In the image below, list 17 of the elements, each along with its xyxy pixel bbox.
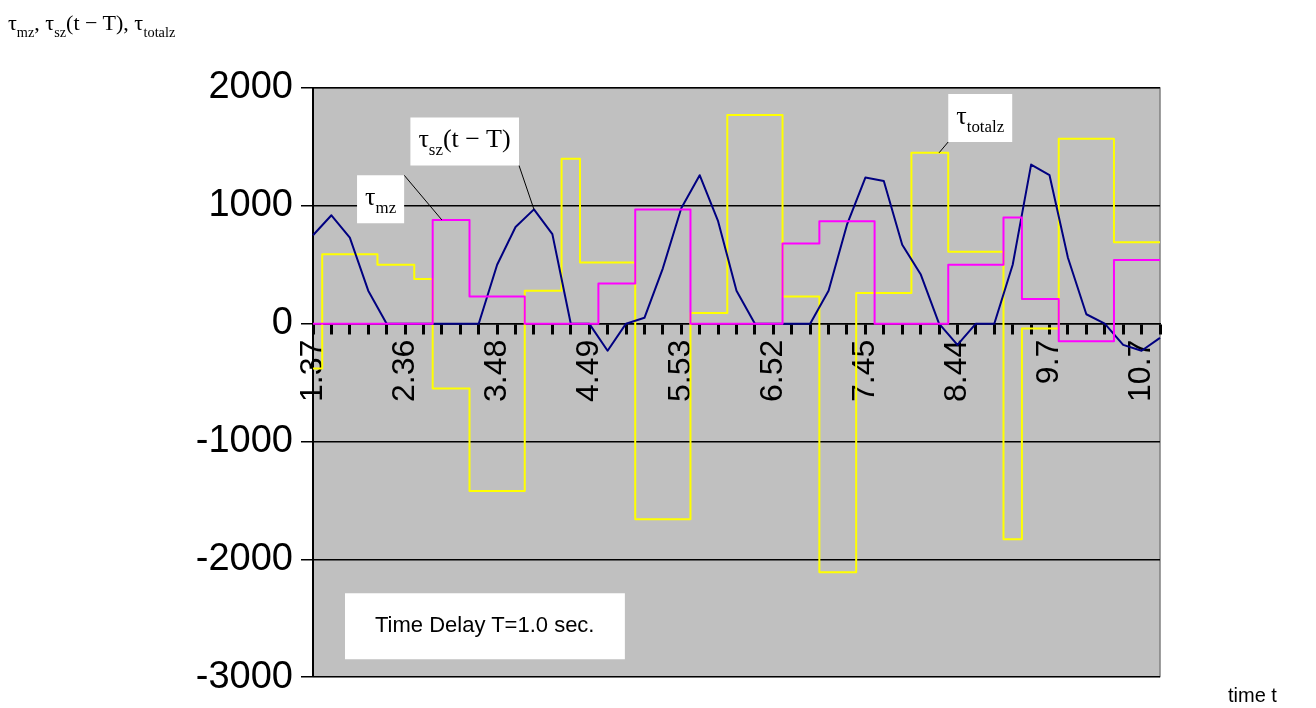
- x-tick-label: 3.48: [476, 339, 513, 402]
- x-tick-label: 2.36: [384, 339, 421, 402]
- x-tick-label: 8.44: [937, 339, 974, 402]
- x-tick-label: 6.52: [753, 339, 790, 402]
- y-tick-label: -3000: [195, 653, 293, 696]
- x-axis-title: time t: [1228, 684, 1278, 706]
- x-tick-label: 4.49: [569, 339, 606, 402]
- x-tick-label: 10.7: [1121, 339, 1158, 402]
- y-tick-label: 1000: [208, 182, 293, 225]
- x-tick-label: 7.45: [845, 339, 882, 402]
- x-tick-label: 9.7: [1029, 339, 1066, 385]
- y-tick-label: -2000: [195, 535, 293, 578]
- x-tick-label: 5.53: [661, 339, 698, 402]
- y-tick-label: 0: [271, 300, 293, 343]
- y-tick-label: 2000: [208, 64, 293, 107]
- annotation: Time Delay T=1.0 sec.: [375, 612, 595, 638]
- y-tick-label: -1000: [195, 418, 293, 460]
